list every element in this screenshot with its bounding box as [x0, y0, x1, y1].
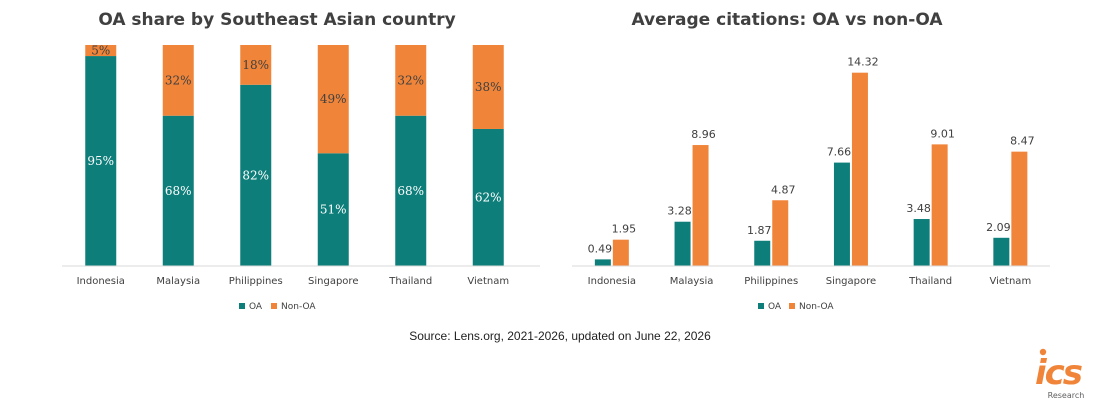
citations-bar-oa-singapore — [833, 162, 850, 266]
citations-x-ticks: Indonesia Malaysia Philippines Singapore Tha… — [588, 276, 1032, 287]
oa-share-legend-non-oa-swatch — [271, 303, 277, 309]
citations-bar-non-oa-malaysia — [692, 145, 709, 266]
citations-label-non-oa-malaysia: 8.96 — [691, 128, 716, 141]
citations-bar-oa-thailand — [913, 219, 930, 266]
citations-label-oa-indonesia: 0.49 — [588, 242, 613, 255]
oa-share-bar-non-oa-indonesia — [85, 45, 117, 57]
oa-share-label-non-oa-philippines: 18% — [242, 58, 269, 72]
oa-share-chart: OA share by Southeast Asian country 95% 5… — [62, 10, 540, 312]
oa-share-label-non-oa-singapore: 49% — [320, 92, 347, 106]
oa-share-legend-non-oa-label: Non-OA — [281, 302, 316, 312]
citations-bar-non-oa-philippines — [772, 200, 789, 266]
citations-legend-non-oa-swatch — [789, 303, 795, 309]
oa-share-bar-non-oa-malaysia — [162, 45, 194, 116]
oa-share-label-oa-philippines: 82% — [242, 168, 269, 182]
oa-share-label-non-oa-indonesia: 5% — [91, 44, 110, 58]
citations-chart-title: Average citations: OA vs non-OA — [632, 10, 944, 30]
logo-letters: ics — [1035, 353, 1083, 393]
oa-share-tick-singapore: Singapore — [308, 276, 358, 287]
citations-bar-non-oa-vietnam — [1011, 151, 1028, 266]
citations-legend-oa-swatch — [758, 303, 764, 309]
oa-share-label-oa-indonesia: 95% — [87, 154, 114, 168]
oa-share-legend: OA Non-OA — [239, 302, 316, 312]
citations-bar-non-oa-indonesia — [612, 239, 629, 266]
oa-share-label-non-oa-thailand: 32% — [397, 73, 424, 87]
citations-tick-malaysia: Malaysia — [670, 276, 714, 287]
citations-chart: Average citations: OA vs non-OA 0.49 1.95… — [572, 10, 1050, 312]
citations-bars: 0.49 1.95 3.28 8.96 1.87 4.87 7.66 14.32 3.48 9.0… — [588, 56, 1035, 267]
oa-share-legend-oa-label: OA — [249, 302, 263, 312]
citations-label-oa-philippines: 1.87 — [747, 224, 772, 237]
citations-label-oa-thailand: 3.48 — [906, 202, 931, 215]
citations-label-non-oa-thailand: 9.01 — [930, 127, 955, 140]
oa-share-bar-oa-thailand — [395, 115, 427, 266]
citations-label-oa-vietnam: 2.09 — [986, 221, 1011, 234]
citations-bar-oa-philippines — [754, 240, 771, 266]
citations-bar-oa-malaysia — [674, 221, 691, 266]
citations-legend: OA Non-OA — [758, 302, 834, 312]
oa-share-tick-indonesia: Indonesia — [77, 276, 125, 287]
citations-tick-singapore: Singapore — [826, 276, 876, 287]
citations-label-non-oa-philippines: 4.87 — [771, 183, 796, 196]
oa-share-tick-thailand: Thailand — [388, 276, 432, 287]
oa-share-label-oa-vietnam: 62% — [475, 190, 502, 204]
citations-bar-oa-indonesia — [594, 259, 611, 266]
oa-share-x-ticks: Indonesia Malaysia Philippines Singapore Tha… — [77, 276, 510, 287]
oa-share-bar-non-oa-thailand — [395, 45, 427, 116]
logo-subtitle: Research — [1048, 391, 1085, 400]
citations-tick-indonesia: Indonesia — [588, 276, 636, 287]
citations-bar-non-oa-thailand — [931, 144, 948, 266]
oa-share-tick-malaysia: Malaysia — [156, 276, 200, 287]
oa-share-bar-oa-indonesia — [85, 56, 117, 266]
oa-share-bar-oa-philippines — [240, 84, 272, 266]
citations-tick-thailand: Thailand — [908, 276, 952, 287]
citations-legend-oa-label: OA — [768, 302, 782, 312]
citations-label-oa-malaysia: 3.28 — [667, 205, 692, 218]
source-note: Source: Lens.org, 2021-2026, updated on … — [409, 329, 711, 343]
ics-research-logo: ics Research — [1035, 348, 1085, 400]
oa-share-bar-non-oa-singapore — [317, 45, 349, 154]
citations-bar-non-oa-singapore — [851, 72, 868, 267]
oa-share-label-oa-malaysia: 68% — [165, 184, 192, 198]
citations-legend-non-oa-label: Non-OA — [799, 302, 834, 312]
oa-share-bars: 95% 5% 68% 32% 82% 18% 51% 49% 68% 32% 62% 38% — [85, 44, 504, 266]
oa-share-label-oa-singapore: 51% — [320, 203, 347, 217]
citations-label-non-oa-singapore: 14.32 — [847, 56, 879, 69]
oa-share-label-oa-thailand: 68% — [397, 184, 424, 198]
citations-label-non-oa-vietnam: 8.47 — [1010, 135, 1035, 148]
oa-share-bar-oa-malaysia — [162, 115, 194, 266]
oa-share-bar-non-oa-philippines — [240, 45, 272, 85]
oa-share-bar-non-oa-vietnam — [472, 45, 504, 129]
citations-tick-philippines: Philippines — [744, 276, 798, 287]
citations-label-non-oa-indonesia: 1.95 — [612, 223, 637, 236]
oa-share-tick-philippines: Philippines — [229, 276, 283, 287]
oa-share-bar-oa-singapore — [317, 153, 349, 266]
citations-bar-oa-vietnam — [993, 237, 1010, 266]
oa-share-bar-oa-vietnam — [472, 128, 504, 266]
citations-label-oa-singapore: 7.66 — [827, 146, 852, 159]
citations-tick-vietnam: Vietnam — [990, 276, 1032, 287]
oa-share-label-non-oa-vietnam: 38% — [475, 80, 502, 94]
oa-share-legend-oa-swatch — [239, 303, 245, 309]
oa-share-label-non-oa-malaysia: 32% — [165, 73, 192, 87]
oa-share-tick-vietnam: Vietnam — [467, 276, 509, 287]
oa-share-chart-title: OA share by Southeast Asian country — [98, 10, 455, 30]
